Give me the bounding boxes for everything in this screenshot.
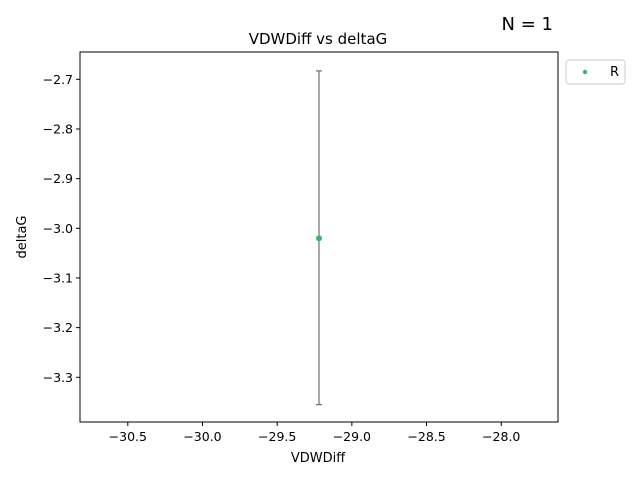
y-tick-label: −3.2 bbox=[43, 320, 73, 335]
y-tick-label: −2.8 bbox=[43, 121, 73, 136]
legend-frame bbox=[565, 59, 626, 85]
x-tick-label: −30.0 bbox=[183, 429, 221, 444]
y-tick-label: −3.3 bbox=[43, 370, 73, 385]
legend: R bbox=[565, 59, 626, 85]
plot-area: −30.5 −30.0 −29.5 −29.0 −28.5 −28.0 −2.7 −2.8 −2… bbox=[43, 51, 559, 444]
data-point bbox=[316, 235, 322, 242]
legend-marker-r bbox=[582, 69, 588, 75]
legend-label-r: R bbox=[610, 65, 619, 80]
y-tick-label: −3.0 bbox=[43, 221, 73, 236]
x-tick-label: −29.0 bbox=[333, 429, 371, 444]
y-tick-label: −2.7 bbox=[43, 72, 73, 87]
x-tick-label: −29.5 bbox=[258, 429, 296, 444]
x-tick-label: −28.5 bbox=[407, 429, 445, 444]
axes-frame bbox=[79, 51, 559, 423]
y-tick-label: −3.1 bbox=[43, 270, 73, 285]
x-tick-label: −28.0 bbox=[482, 429, 520, 444]
x-axis-label: VDWDiff bbox=[291, 451, 346, 466]
x-tick-label: −30.5 bbox=[109, 429, 147, 444]
y-tick-label: −2.9 bbox=[43, 171, 73, 186]
sample-count-annotation: N = 1 bbox=[502, 14, 553, 35]
y-axis-label: deltaG bbox=[15, 216, 30, 259]
chart-title: VDWDiff vs deltaG bbox=[249, 30, 388, 48]
